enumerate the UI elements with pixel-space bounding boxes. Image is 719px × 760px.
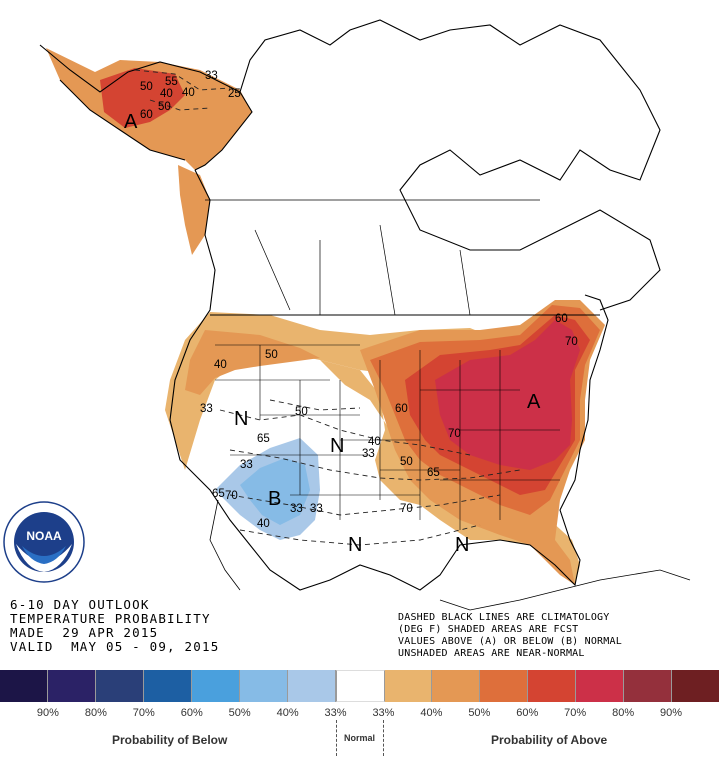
probability-percent-row: 90% 80% 70% 60% 50% 40% 33% 33% 40% 50% 60% 70% 80% 9… xyxy=(0,707,719,721)
contour-label: 33 xyxy=(362,448,375,460)
legend-percent-label: 90% xyxy=(660,707,683,719)
central-normal-label: N xyxy=(330,435,344,457)
legend-swatch xyxy=(0,670,48,702)
legend-percent-label: 50% xyxy=(468,707,491,719)
legend-percent-label: 33% xyxy=(372,707,395,719)
contour-label: 40 xyxy=(257,518,270,530)
legend-swatch xyxy=(576,670,625,702)
contour-label: 33 xyxy=(310,503,323,515)
climatology-dashed-lines xyxy=(134,69,521,546)
contour-label: 65 xyxy=(257,433,270,445)
outlook-map: A A B N N N N 50 55 33 40 40 50 60 25 60… xyxy=(39,19,691,611)
northwest-above-50-region xyxy=(185,330,320,395)
legend-swatch xyxy=(239,670,288,702)
notes-line: VALUES ABOVE (A) OR BELOW (B) NORMAL xyxy=(398,636,622,647)
alaska-above-60-region xyxy=(100,68,185,128)
notes-line: (DEG F) SHADED AREAS ARE FCST xyxy=(398,624,579,635)
legend-percent-label: 80% xyxy=(612,707,635,719)
legend-percent-label: 40% xyxy=(420,707,443,719)
notes-line: UNSHADED AREAS ARE NEAR-NORMAL xyxy=(398,648,585,659)
contour-label: 33 xyxy=(240,459,253,471)
legend-swatch xyxy=(624,670,673,702)
legend-swatch xyxy=(528,670,577,702)
legend-percent-label: 40% xyxy=(276,707,299,719)
contour-label: 70 xyxy=(400,503,413,515)
contour-label: 50 xyxy=(265,349,278,361)
outlook-title-line: TEMPERATURE PROBABILITY xyxy=(10,611,211,626)
noaa-logo-text: NOAA xyxy=(26,529,62,543)
legend-percent-label: 70% xyxy=(132,707,155,719)
contour-label: 70 xyxy=(448,428,461,440)
normal-left-separator xyxy=(336,720,337,756)
contour-label: 65 xyxy=(427,467,440,479)
contour-label: 70 xyxy=(565,336,578,348)
southwest-below-label: B xyxy=(268,488,281,510)
above-caption: Probability of Above xyxy=(491,733,608,747)
contour-label: 50 xyxy=(295,406,308,418)
contour-label: 40 xyxy=(214,359,227,371)
noaa-logo: NOAA xyxy=(3,501,85,583)
legend-percent-label: 90% xyxy=(36,707,59,719)
legend-percent-label: 33% xyxy=(324,707,347,719)
contour-label: 40 xyxy=(182,87,195,99)
southeast-normal-label: N xyxy=(455,534,469,556)
texas-normal-label: N xyxy=(348,534,362,556)
legend-percent-label: 50% xyxy=(228,707,251,719)
contour-label: 33 xyxy=(290,503,303,515)
legend-percent-label: 70% xyxy=(564,707,587,719)
contour-label: 65 xyxy=(212,488,225,500)
map-borders xyxy=(39,19,691,611)
contour-label: 60 xyxy=(140,109,153,121)
outlook-title-line: 6-10 DAY OUTLOOK xyxy=(10,597,150,612)
alaska-above-label: A xyxy=(124,111,138,133)
legend-percent-label: 60% xyxy=(180,707,203,719)
legend-swatch xyxy=(191,670,240,702)
legend-swatch xyxy=(95,670,144,702)
contour-label: 40 xyxy=(160,88,173,100)
contour-label: 40 xyxy=(368,436,381,448)
legend-notes: DASHED BLACK LINES ARE CLIMATOLOGY (DEG … xyxy=(398,612,622,660)
contour-label: 60 xyxy=(555,313,568,325)
contour-label: 25 xyxy=(228,88,241,100)
contour-label: 50 xyxy=(158,101,171,113)
below-caption: Probability of Below xyxy=(112,733,228,747)
outlook-title-block: 6-10 DAY OUTLOOK TEMPERATURE PROBABILITY… xyxy=(10,598,219,654)
normal-caption: Normal xyxy=(344,733,376,743)
normal-right-separator xyxy=(383,720,384,756)
contour-label: 33 xyxy=(205,70,218,82)
northwest-normal-label: N xyxy=(234,408,248,430)
contour-label: 70 xyxy=(225,490,238,502)
valid-date-line: VALID MAY 05 - 09, 2015 xyxy=(10,639,220,654)
legend-swatch xyxy=(672,670,719,702)
legend-percent-label: 80% xyxy=(84,707,107,719)
made-date-line: MADE 29 APR 2015 xyxy=(10,625,159,640)
southwest-below-40-region xyxy=(240,458,310,525)
legend-percent-label: 60% xyxy=(516,707,539,719)
contour-label: 50 xyxy=(140,81,153,93)
pacific-coast-above-region xyxy=(178,165,210,255)
legend-swatch xyxy=(480,670,529,702)
probability-color-bar xyxy=(0,670,719,706)
contour-label: 60 xyxy=(395,403,408,415)
legend-swatch xyxy=(384,670,433,702)
legend-swatch xyxy=(432,670,481,702)
legend-swatch xyxy=(143,670,192,702)
contour-label: 50 xyxy=(400,456,413,468)
contour-label: 33 xyxy=(200,403,213,415)
east-above-70-region xyxy=(435,320,580,470)
east-above-label: A xyxy=(527,391,541,413)
legend-swatch xyxy=(287,670,336,702)
legend-swatch xyxy=(335,670,385,702)
notes-line: DASHED BLACK LINES ARE CLIMATOLOGY xyxy=(398,612,610,623)
legend-swatch xyxy=(47,670,96,702)
contour-label: 55 xyxy=(165,76,178,88)
